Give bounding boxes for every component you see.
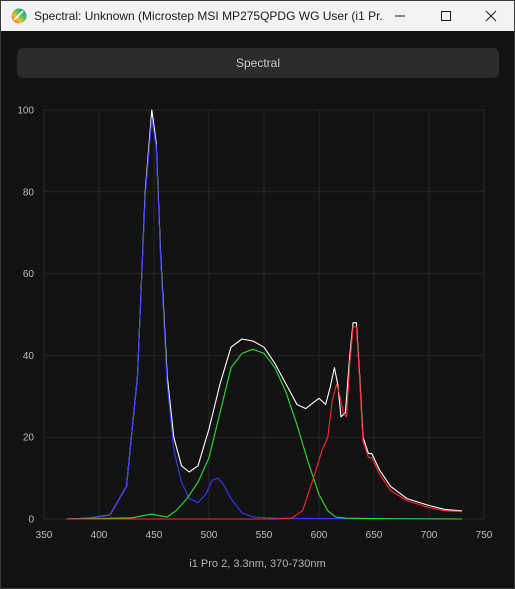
y-tick-label: 40 (23, 351, 35, 362)
displaycal-spectrum-icon (11, 8, 27, 24)
window-title: Spectral: Unknown (Microstep MSI MP275QP… (34, 9, 384, 23)
title-bar[interactable]: Spectral: Unknown (Microstep MSI MP275QP… (1, 1, 514, 31)
y-tick-label: 0 (28, 515, 34, 526)
minimize-icon (395, 15, 405, 17)
x-tick-label: 650 (366, 530, 383, 541)
x-tick-label: 600 (311, 530, 328, 541)
x-tick-label: 700 (421, 530, 438, 541)
chart-series (65, 109, 463, 520)
y-tick-label: 60 (23, 269, 35, 280)
spectrum-series-line (65, 117, 463, 520)
close-button[interactable] (468, 1, 514, 31)
spectral-header-label: Spectral (235, 56, 281, 70)
minimize-button[interactable] (377, 1, 423, 31)
spectrum-series-line (65, 348, 463, 520)
spectral-header: Spectral (17, 48, 499, 78)
y-tick-label: 80 (23, 187, 35, 198)
chart-ticks: 350 400 450 500 550 600 650 700 750 0 20 40 60 80 100 (17, 106, 492, 542)
x-tick-label: 550 (256, 530, 273, 541)
y-tick-label: 100 (17, 106, 34, 117)
x-tick-label: 450 (146, 530, 163, 541)
x-tick-label: 500 (201, 530, 218, 541)
chart-grid (43, 109, 485, 520)
x-tick-label: 350 (36, 530, 53, 541)
x-tick-label: 750 (476, 530, 493, 541)
x-tick-label: 400 (91, 530, 108, 541)
y-tick-label: 20 (23, 433, 35, 444)
maximize-icon (441, 11, 451, 21)
spectrum-series-line (66, 326, 463, 520)
maximize-button[interactable] (423, 1, 469, 31)
spectral-chart: 350 400 450 500 550 600 650 700 750 0 20 40 60 80 100 (17, 106, 492, 542)
close-icon (485, 10, 497, 22)
client-area: Spectral 350 400 450 500 550 600 650 700 750 0 20 4… (1, 31, 514, 588)
instrument-caption: i1 Pro 2, 3.3nm, 370-730nm (189, 558, 326, 570)
